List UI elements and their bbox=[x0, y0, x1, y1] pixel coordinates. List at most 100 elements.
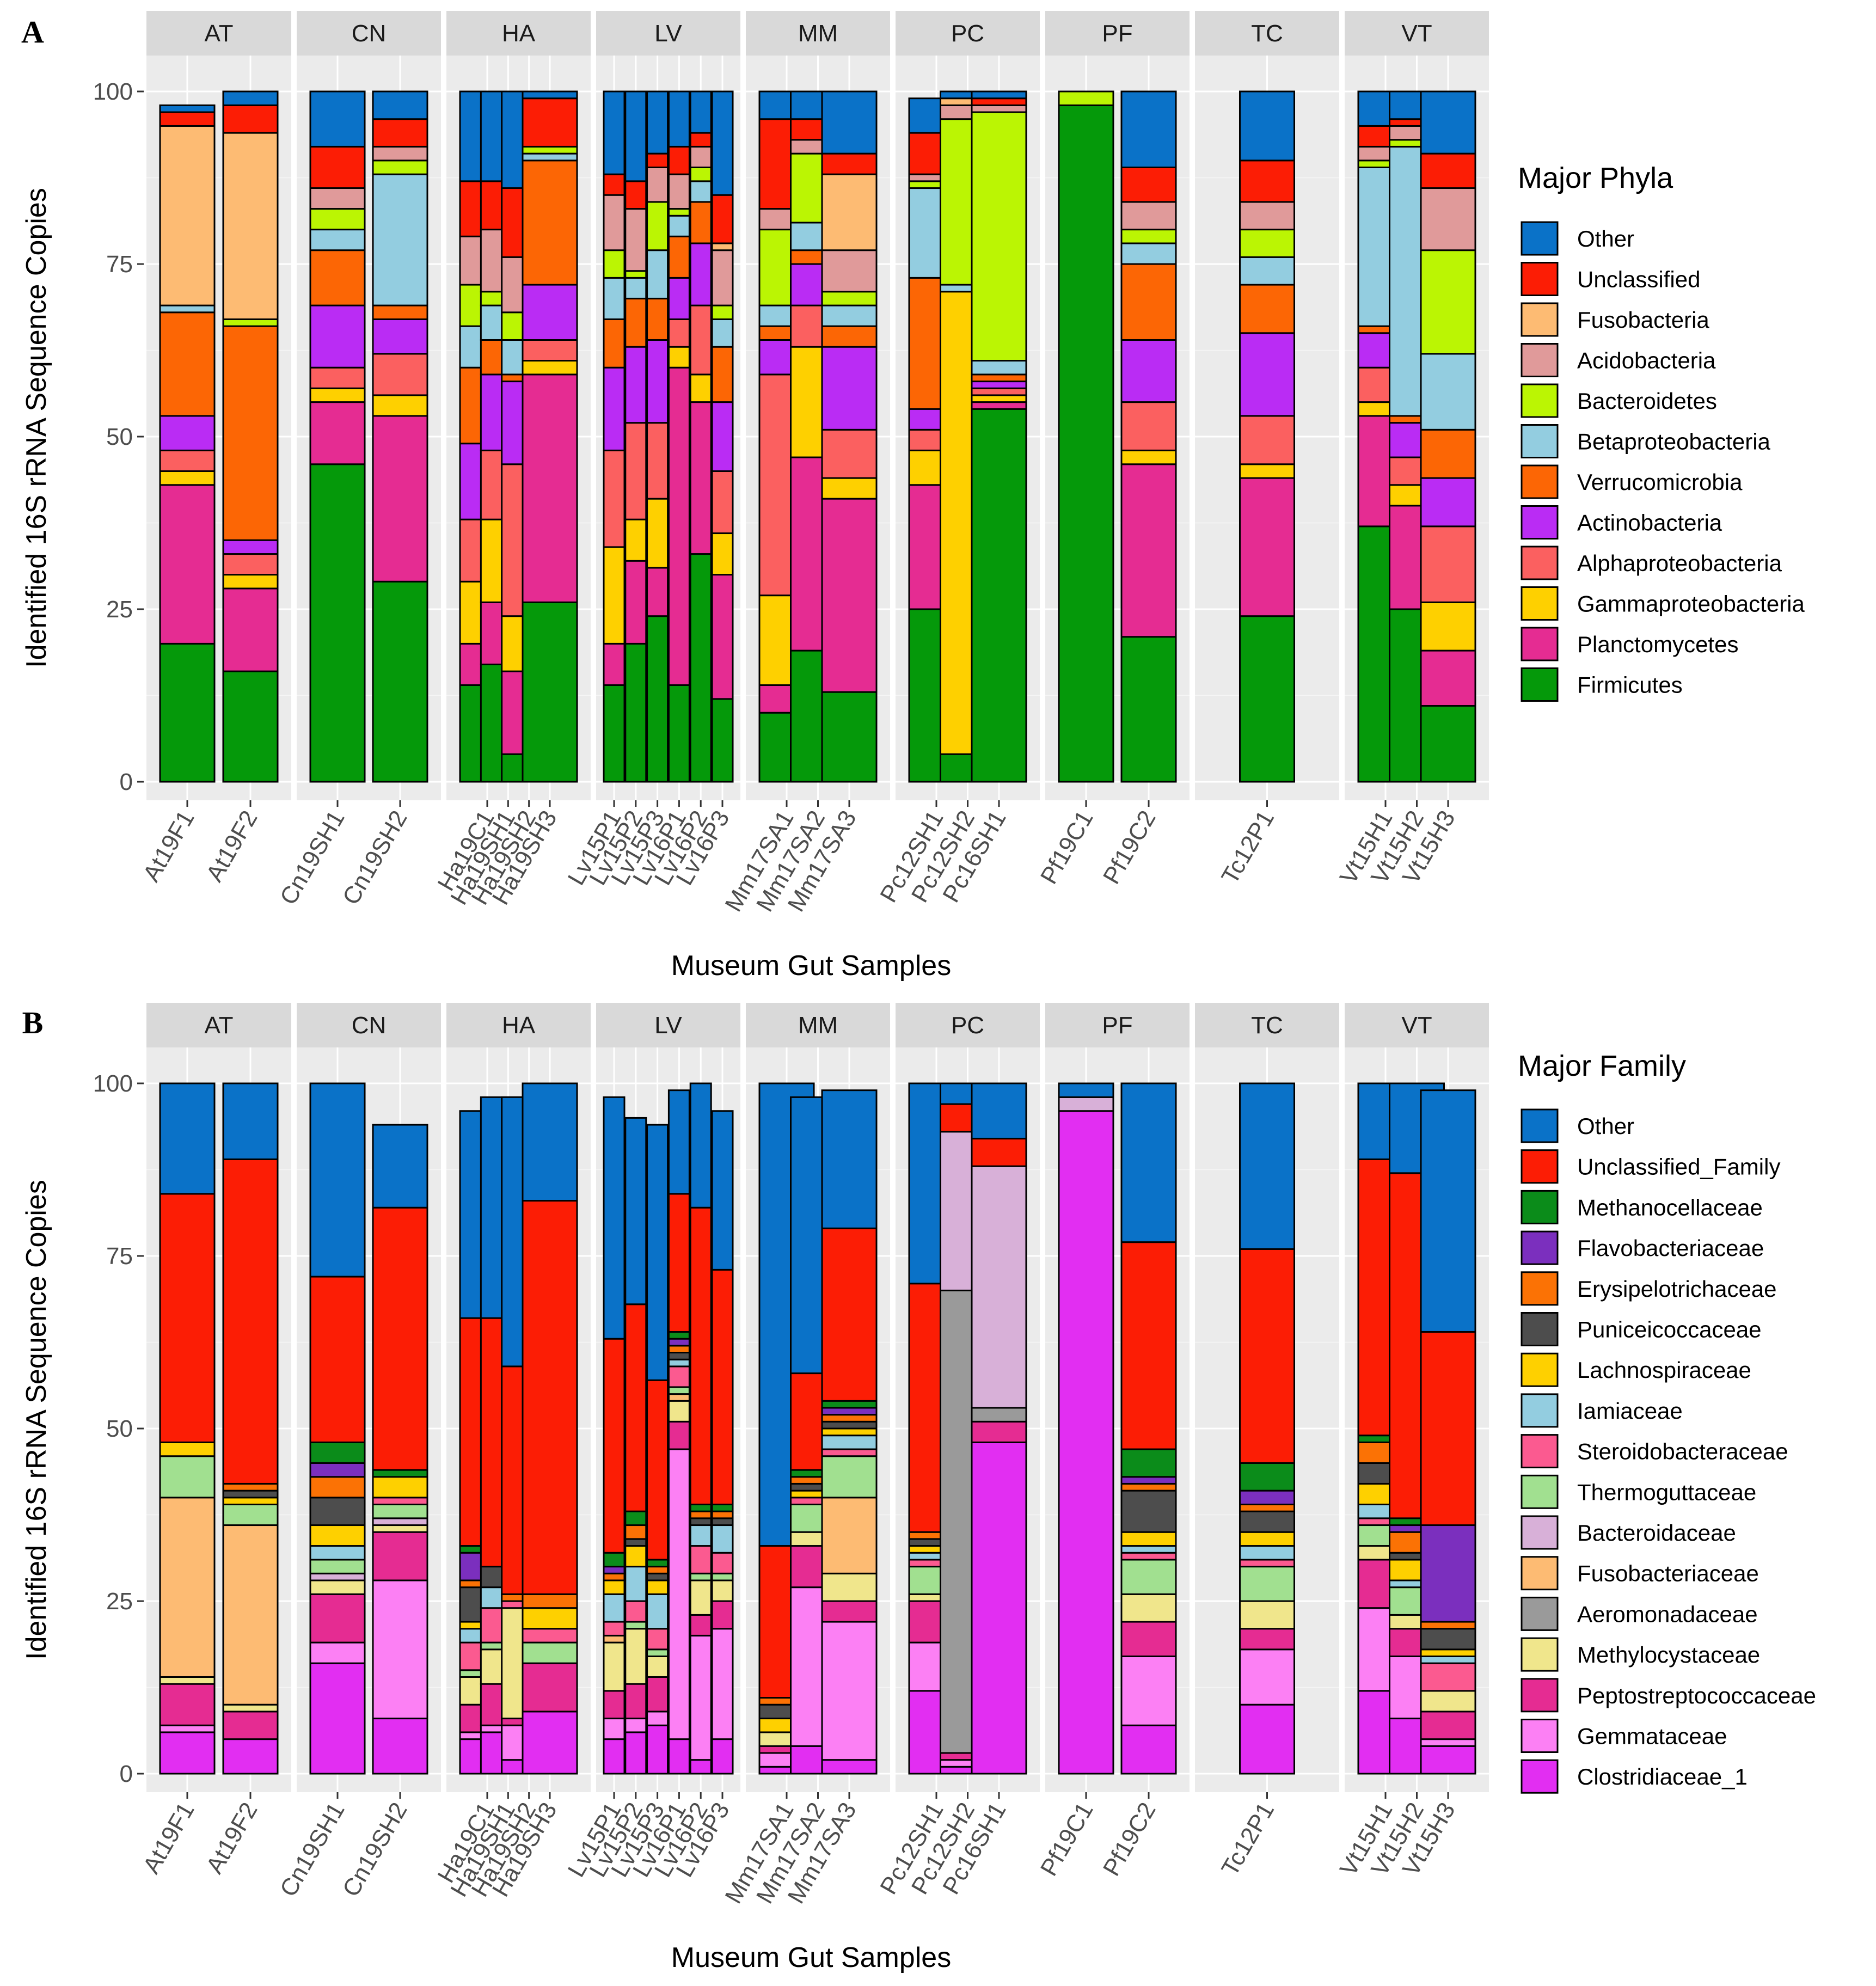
bar-segment bbox=[309, 208, 366, 231]
bar-segment bbox=[522, 1593, 578, 1609]
bar-segment bbox=[372, 160, 428, 175]
bar-segment bbox=[711, 1738, 734, 1775]
x-tick-label: At19F2 bbox=[201, 806, 262, 886]
bar-segment bbox=[603, 90, 626, 175]
legend-item-label: Acidobacteria bbox=[1577, 348, 1716, 373]
facet-strip bbox=[1345, 1003, 1489, 1047]
facet-strip bbox=[596, 1003, 740, 1047]
bar-segment bbox=[309, 1572, 366, 1582]
facet-strip-label: PC bbox=[951, 20, 984, 47]
legend-swatch bbox=[1521, 1312, 1559, 1346]
facet-strip bbox=[146, 1003, 291, 1047]
bar-segment bbox=[646, 615, 669, 783]
bar-segment bbox=[1120, 90, 1177, 168]
facet-strip-label: VT bbox=[1401, 1012, 1432, 1039]
bar-segment bbox=[309, 1476, 366, 1499]
bar-segment bbox=[971, 408, 1027, 783]
bar-segment bbox=[1239, 615, 1295, 783]
bar-segment bbox=[821, 346, 878, 431]
legend-swatch bbox=[1521, 1230, 1559, 1265]
facet-strip-label: PF bbox=[1102, 1012, 1132, 1039]
bar-segment bbox=[222, 574, 279, 590]
bar-segment bbox=[667, 1358, 690, 1368]
bar-segment bbox=[711, 1552, 734, 1574]
legend-item-label: Firmicutes bbox=[1577, 672, 1683, 698]
bar-segment bbox=[309, 145, 366, 189]
bar-segment bbox=[372, 118, 428, 148]
legend-swatch bbox=[1521, 343, 1559, 377]
bar-segment bbox=[309, 1082, 366, 1278]
bar-segment bbox=[309, 229, 366, 252]
bar-segment bbox=[222, 1503, 279, 1527]
bar-segment bbox=[646, 339, 669, 424]
bar-segment bbox=[624, 180, 647, 210]
bar-segment bbox=[1120, 636, 1177, 783]
legend-swatch bbox=[1521, 221, 1559, 256]
bar-segment bbox=[603, 1552, 626, 1568]
bar-segment bbox=[372, 1524, 428, 1533]
bar-segment bbox=[603, 1738, 626, 1775]
bar-segment bbox=[603, 1338, 626, 1554]
bar-segment bbox=[711, 1268, 734, 1505]
bar-segment bbox=[821, 249, 878, 293]
legend-item-label: Aeromonadaceae bbox=[1577, 1601, 1758, 1627]
legend-item-label: Other bbox=[1577, 226, 1634, 252]
bar-segment bbox=[1420, 428, 1476, 479]
y-tick-label: 25 bbox=[106, 596, 133, 623]
bar-segment bbox=[1120, 1559, 1177, 1595]
bar-segment bbox=[222, 553, 279, 576]
bar-segment bbox=[309, 1497, 366, 1527]
bar-segment bbox=[711, 318, 734, 348]
bar-segment bbox=[1120, 449, 1177, 465]
bar-segment bbox=[222, 1703, 279, 1713]
bar-segment bbox=[309, 1559, 366, 1574]
bar-segment bbox=[159, 125, 216, 307]
bar-segment bbox=[711, 1517, 734, 1527]
facet-strip-label: CN bbox=[352, 20, 387, 47]
bar-segment bbox=[1420, 1621, 1476, 1630]
facet-strip-label: PF bbox=[1102, 20, 1132, 47]
bar-segment bbox=[603, 1718, 626, 1740]
bar-segment bbox=[372, 1503, 428, 1519]
bar-segment bbox=[522, 1082, 578, 1202]
bar-segment bbox=[159, 642, 216, 783]
legend-swatch bbox=[1521, 545, 1559, 580]
bar-segment bbox=[1420, 249, 1476, 355]
legend-swatch bbox=[1521, 1596, 1559, 1631]
bar-segment bbox=[1420, 90, 1476, 155]
bar-segment bbox=[603, 1572, 626, 1582]
bar-segment bbox=[821, 1400, 878, 1409]
bar-segment bbox=[624, 277, 647, 299]
bar-segment bbox=[821, 90, 878, 155]
bar-segment bbox=[522, 97, 578, 148]
bar-segment bbox=[821, 1572, 878, 1602]
bar-segment bbox=[1058, 1110, 1114, 1775]
x-tick-label: At19F1 bbox=[138, 1798, 199, 1878]
legend-item-label: Methylocystaceae bbox=[1577, 1642, 1760, 1668]
legend-item-label: Flavobacteriaceae bbox=[1577, 1235, 1764, 1261]
bar-segment bbox=[971, 373, 1027, 383]
bar-segment bbox=[689, 1524, 712, 1547]
facet-strip bbox=[446, 11, 591, 56]
bar-segment bbox=[646, 1676, 669, 1713]
bar-segment bbox=[1420, 1662, 1476, 1692]
bar-segment bbox=[646, 1711, 669, 1726]
bar-segment bbox=[159, 111, 216, 127]
legend-item-label: Other bbox=[1577, 1113, 1634, 1139]
bar-segment bbox=[971, 401, 1027, 410]
bar-segment bbox=[159, 470, 216, 486]
bar-segment bbox=[971, 90, 1027, 100]
bar-segment bbox=[159, 1731, 216, 1775]
legend-item-label: Thermoguttaceae bbox=[1577, 1479, 1756, 1505]
bar-segment bbox=[159, 415, 216, 451]
bar-segment bbox=[603, 249, 626, 279]
bar-segment bbox=[971, 97, 1027, 106]
y-tick-label: 0 bbox=[120, 769, 133, 795]
bar-segment bbox=[522, 360, 578, 376]
bar-segment bbox=[624, 1600, 647, 1623]
bar-segment bbox=[711, 1600, 734, 1630]
bar-segment bbox=[821, 1427, 878, 1437]
bar-segment bbox=[1239, 229, 1295, 258]
bar-segment bbox=[1420, 1331, 1476, 1527]
bar-segment bbox=[711, 1524, 734, 1554]
